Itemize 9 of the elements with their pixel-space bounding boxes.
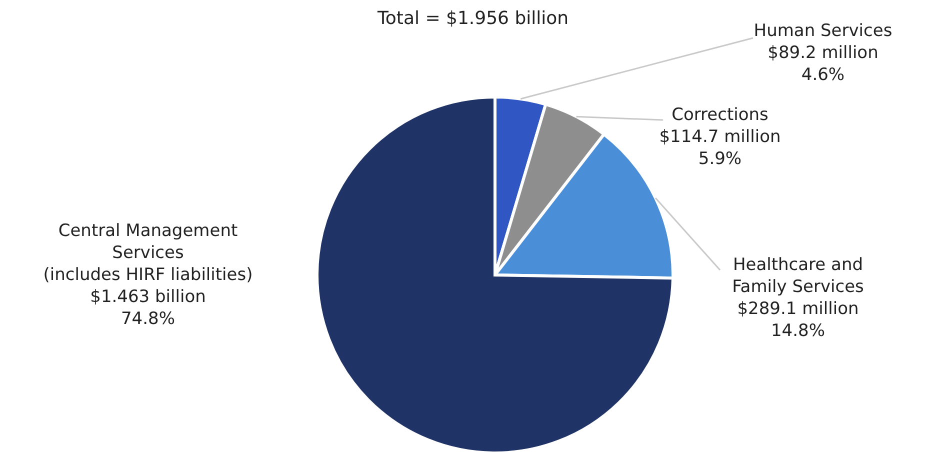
slice-label: Corrections [672, 105, 769, 125]
data-label: $89.2 million 4.6% [768, 43, 878, 85]
chart-title: Total = $1.956 billion [377, 8, 569, 29]
data-label: $114.7 million 5.9% [659, 127, 781, 169]
data-label: $289.1 million 14.8% [737, 299, 859, 341]
slice-label: Healthcare and Family Services [732, 255, 864, 297]
data-label: $1.463 billion 74.8% [90, 287, 206, 329]
slice-label: Human Services [754, 21, 892, 41]
slice-label: Central Management Services (includes HIRF liabilities) [43, 221, 253, 285]
